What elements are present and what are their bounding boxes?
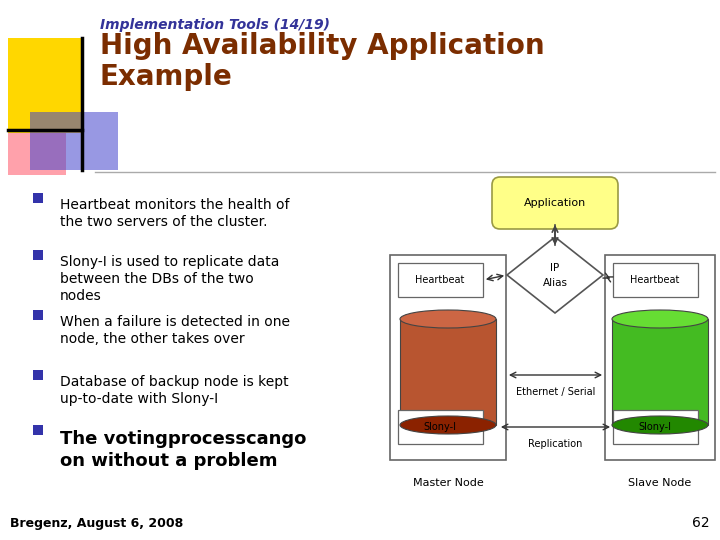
FancyBboxPatch shape (8, 95, 66, 175)
Text: Application: Application (524, 198, 586, 208)
Text: Alias: Alias (542, 278, 567, 288)
FancyBboxPatch shape (400, 319, 496, 425)
Text: High Availability Application
Example: High Availability Application Example (100, 32, 544, 91)
FancyBboxPatch shape (30, 112, 118, 170)
Text: Heartbeat: Heartbeat (415, 275, 464, 285)
Ellipse shape (400, 416, 496, 434)
Polygon shape (507, 237, 603, 313)
Text: The votingprocesscango
on without a problem: The votingprocesscango on without a prob… (60, 430, 307, 469)
Bar (605, 255, 715, 460)
FancyBboxPatch shape (33, 425, 43, 435)
FancyBboxPatch shape (33, 250, 43, 260)
Text: Database of backup node is kept
up-to-date with Slony-I: Database of backup node is kept up-to-da… (60, 375, 289, 406)
Text: Heartbeat monitors the health of
the two servers of the cluster.: Heartbeat monitors the health of the two… (60, 198, 289, 229)
Ellipse shape (612, 310, 708, 328)
Text: Slave Node: Slave Node (629, 478, 692, 488)
Bar (613, 263, 698, 297)
Text: Heartbeat: Heartbeat (630, 275, 680, 285)
Bar (613, 410, 698, 444)
FancyBboxPatch shape (33, 193, 43, 203)
Ellipse shape (612, 416, 708, 434)
Bar (398, 263, 483, 297)
Text: Ethernet / Serial: Ethernet / Serial (516, 387, 595, 397)
Text: 62: 62 (693, 516, 710, 530)
Text: Slony-I: Slony-I (423, 422, 456, 432)
Text: Slony-I is used to replicate data
between the DBs of the two
nodes: Slony-I is used to replicate data betwee… (60, 255, 279, 302)
Text: Replication: Replication (528, 439, 582, 449)
Text: When a failure is detected in one
node, the other takes over: When a failure is detected in one node, … (60, 315, 290, 346)
FancyBboxPatch shape (492, 177, 618, 229)
FancyBboxPatch shape (612, 319, 708, 425)
Bar (398, 410, 483, 444)
Bar (390, 255, 506, 460)
Text: Implementation Tools (14/19): Implementation Tools (14/19) (100, 18, 330, 32)
Text: Bregenz, August 6, 2008: Bregenz, August 6, 2008 (10, 517, 184, 530)
FancyBboxPatch shape (33, 310, 43, 320)
Ellipse shape (400, 310, 496, 328)
FancyBboxPatch shape (33, 370, 43, 380)
Text: Slony-I: Slony-I (639, 422, 672, 432)
Text: IP: IP (550, 263, 559, 273)
FancyBboxPatch shape (8, 38, 83, 133)
Text: Master Node: Master Node (413, 478, 483, 488)
